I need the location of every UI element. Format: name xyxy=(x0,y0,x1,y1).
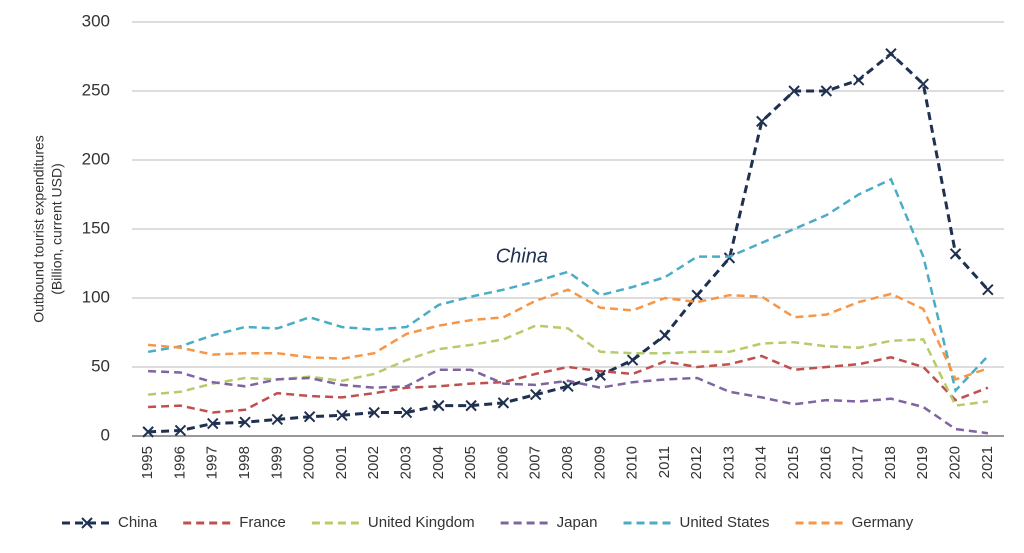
x-tick-label: 2009 xyxy=(591,446,608,479)
x-tick-label: 2010 xyxy=(624,446,641,479)
x-tick-label: 2014 xyxy=(753,446,770,479)
x-tick-label: 1996 xyxy=(171,446,188,479)
point-marker xyxy=(756,115,768,128)
x-tick-label: 2003 xyxy=(397,446,414,479)
x-tick-label: 2016 xyxy=(817,446,834,479)
point-marker xyxy=(336,409,348,422)
point-marker xyxy=(594,369,607,381)
x-tick-label: 2001 xyxy=(333,446,350,479)
x-tick-label: 2000 xyxy=(301,446,318,479)
x-tick-label: 2002 xyxy=(365,446,382,479)
y-tick-label: 0 xyxy=(101,425,110,444)
point-marker xyxy=(303,410,316,423)
x-tick-label: 2007 xyxy=(527,446,544,479)
y-axis-title: Outbound tourist expenditures xyxy=(31,135,47,323)
x-tick-label: 2012 xyxy=(688,446,705,479)
y-tick-label: 50 xyxy=(91,356,110,375)
legend-label: China xyxy=(118,514,158,531)
point-marker xyxy=(723,252,736,264)
point-marker xyxy=(174,424,187,437)
point-marker xyxy=(142,426,154,438)
point-marker xyxy=(626,354,639,366)
point-marker xyxy=(400,406,413,419)
x-tick-label: 1999 xyxy=(268,446,285,479)
y-tick-label: 200 xyxy=(82,149,110,168)
x-tick-label: 2018 xyxy=(882,446,899,479)
x-tick-label: 1997 xyxy=(204,446,221,479)
x-tick-label: 2008 xyxy=(559,446,576,479)
series-line xyxy=(147,324,989,407)
x-tick-label: 2021 xyxy=(979,446,996,479)
series-line xyxy=(148,354,989,414)
legend-label: United Kingdom xyxy=(368,514,475,531)
legend-label: Germany xyxy=(852,514,914,531)
x-tick-label: 2020 xyxy=(947,446,964,479)
y-tick-label: 100 xyxy=(82,287,110,306)
annotation: China xyxy=(496,246,548,268)
point-marker xyxy=(788,85,800,97)
legend-label: United States xyxy=(680,514,770,531)
point-marker xyxy=(465,399,477,412)
series-line xyxy=(147,288,989,381)
legend-marker xyxy=(81,517,93,529)
x-tick-label: 2019 xyxy=(914,446,931,479)
x-tick-label: 2017 xyxy=(850,446,867,479)
x-tick-label: 1995 xyxy=(139,446,156,479)
y-axis-title: (Billion, current USD) xyxy=(49,163,65,294)
x-tick-label: 2004 xyxy=(430,446,447,479)
y-tick-label: 250 xyxy=(82,80,110,99)
legend-label: Japan xyxy=(557,514,598,531)
series-line xyxy=(148,368,989,435)
x-tick-label: 2006 xyxy=(494,446,511,479)
point-marker xyxy=(433,399,445,412)
point-marker xyxy=(497,397,510,409)
point-marker xyxy=(820,85,833,97)
series-line xyxy=(147,177,989,394)
point-marker xyxy=(885,48,897,60)
y-tick-label: 150 xyxy=(82,218,110,237)
point-marker xyxy=(852,74,865,86)
point-marker xyxy=(368,406,380,419)
legend-label: France xyxy=(239,514,286,531)
y-tick-label: 300 xyxy=(82,11,110,30)
point-marker xyxy=(659,329,671,341)
point-marker xyxy=(917,78,929,90)
point-marker xyxy=(562,380,574,393)
point-marker xyxy=(949,248,962,260)
point-marker xyxy=(529,388,542,401)
point-marker xyxy=(691,289,703,301)
point-marker xyxy=(982,284,994,296)
x-tick-label: 2011 xyxy=(656,446,673,478)
x-tick-label: 2015 xyxy=(785,446,802,479)
x-tick-label: 2013 xyxy=(720,446,737,479)
point-marker xyxy=(207,417,219,430)
point-marker xyxy=(239,416,251,428)
point-marker xyxy=(271,413,284,426)
series-line xyxy=(148,51,990,434)
x-tick-label: 2005 xyxy=(462,446,479,479)
x-tick-label: 1998 xyxy=(236,446,253,479)
